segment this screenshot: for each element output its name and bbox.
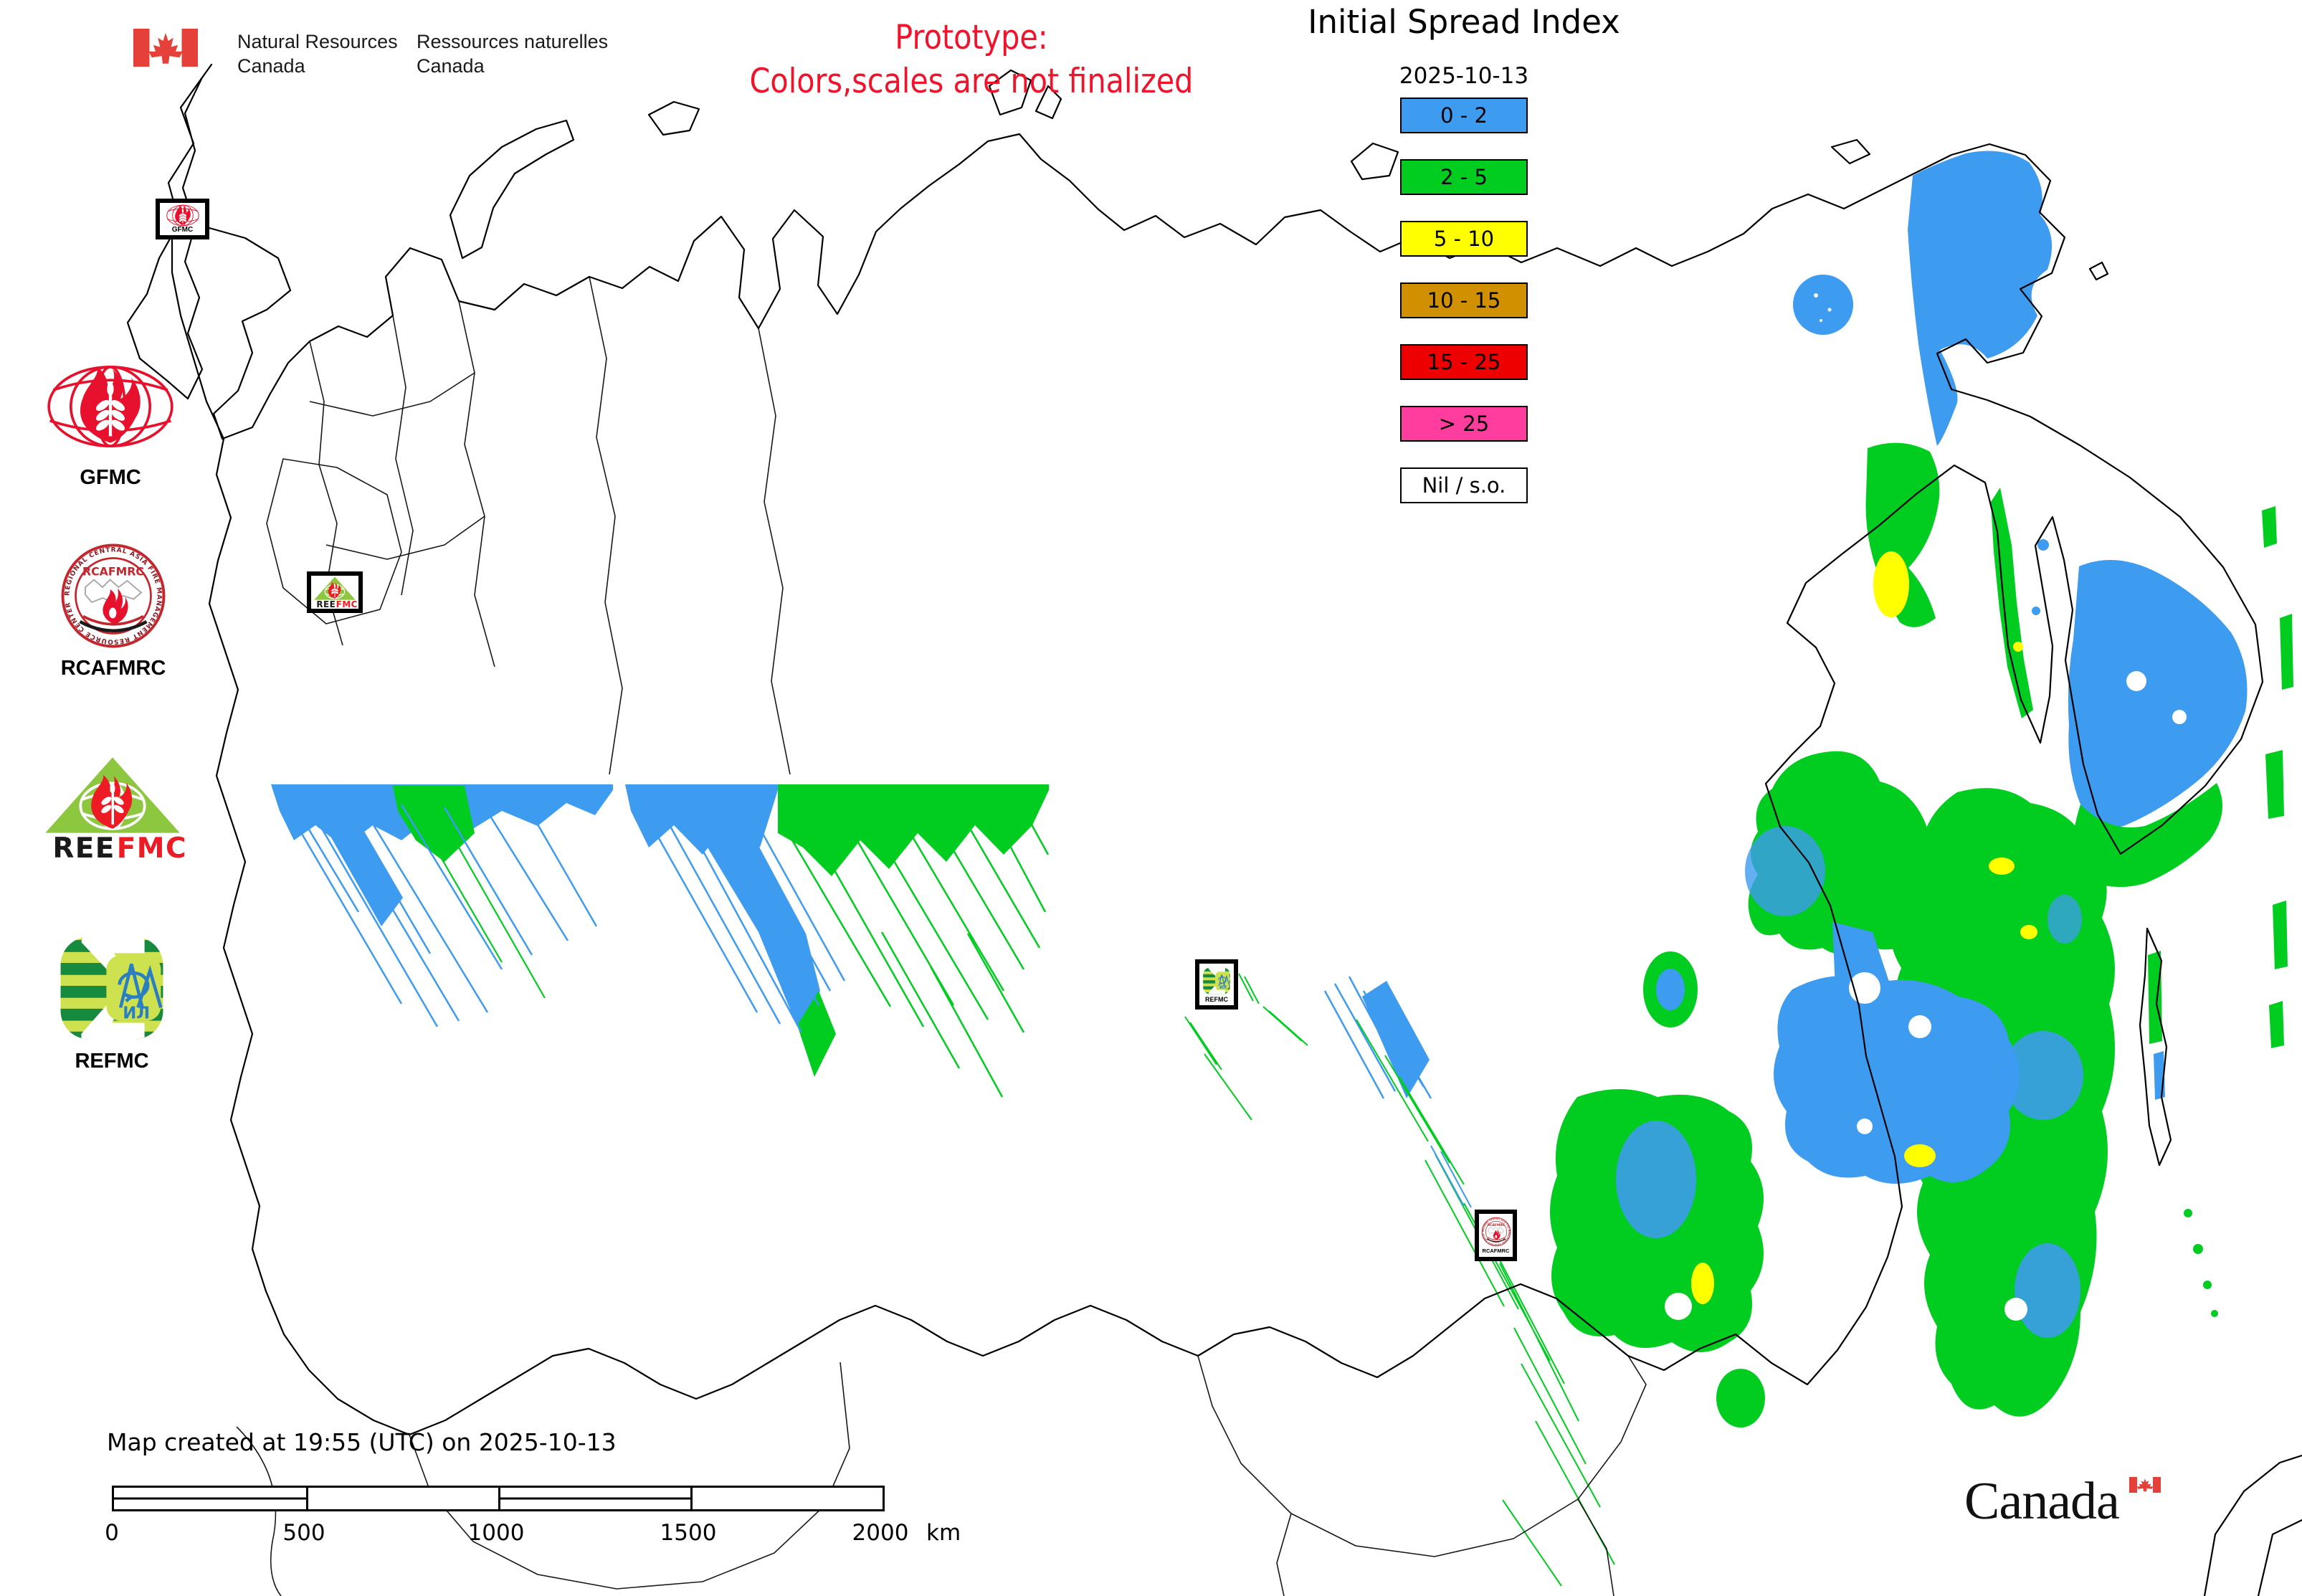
legend-item-10-15: 10 - 15 <box>1400 282 1528 318</box>
prototype-line1: Prototype: <box>895 18 1048 57</box>
refmc-logo-icon <box>57 934 166 1042</box>
gfmc-badge-label: GFMC <box>171 226 194 234</box>
scale-tick-1000: 1000 <box>467 1520 525 1546</box>
prototype-line2: Colors,scales are not finalized <box>749 62 1194 102</box>
reefmc-badge-icon <box>313 576 357 609</box>
reefmc-map-badge <box>307 571 363 613</box>
refmc-logo: REFMC <box>57 934 166 1073</box>
legend-item-0-2: 0 - 2 <box>1400 98 1528 133</box>
nrcan-flag-icon <box>133 29 198 67</box>
legend-label: 10 - 15 <box>1427 288 1501 313</box>
legend-item-5-10: 5 - 10 <box>1400 221 1528 257</box>
map-date: 2025-10-13 <box>1399 63 1529 89</box>
canada-wordmark-flag-icon <box>2129 1477 2161 1493</box>
scale-unit-label: km <box>926 1520 961 1546</box>
refmc-badge-icon <box>1202 966 1231 995</box>
legend-label: 15 - 25 <box>1427 350 1501 374</box>
legend-item-15-25: 15 - 25 <box>1400 344 1528 380</box>
scale-bar-segment <box>306 1488 498 1509</box>
scale-bar-segment <box>690 1488 883 1509</box>
nrcan-en-line1: Natural Resources <box>237 31 398 52</box>
rcafmrc-map-badge: RCAFMRC <box>1475 1210 1517 1261</box>
scale-tick-0: 0 <box>105 1520 119 1546</box>
page-title: Initial Spread Index <box>1308 3 1620 41</box>
refmc-map-badge: REFMC <box>1195 959 1238 1010</box>
coastline-group <box>126 63 2302 1596</box>
canada-wordmark: Canada <box>1964 1471 2194 1550</box>
nrcan-signature-en: Natural Resources Canada <box>237 30 398 79</box>
nrcan-fr-line2: Canada <box>417 54 485 77</box>
scale-bar <box>112 1486 885 1511</box>
legend-label: 5 - 10 <box>1433 227 1495 251</box>
nrcan-en-line2: Canada <box>237 54 305 77</box>
reefmc-logo <box>40 754 185 862</box>
legend-label: 0 - 2 <box>1440 103 1488 128</box>
scale-tick-1500: 1500 <box>660 1520 717 1546</box>
legend-label: Nil / s.o. <box>1422 473 1506 498</box>
gfmc-logo-icon <box>44 354 176 459</box>
scale-bar-segment <box>114 1488 306 1509</box>
gfmc-logo: GFMC <box>44 354 176 490</box>
reefmc-logo-icon <box>40 754 185 862</box>
nrcan-signature-fr: Ressources naturelles Canada <box>417 30 608 79</box>
legend: 0 - 2 2 - 5 5 - 10 10 - 15 15 - 25 > 25 … <box>1400 98 1528 503</box>
legend-item-2-5: 2 - 5 <box>1400 159 1528 195</box>
isi-regions-east-mass <box>1550 751 2115 1428</box>
isi-regions-west-streak-bands <box>271 784 1050 1098</box>
isi-regions-scattered-streaks <box>1184 973 1615 1587</box>
gfmc-map-badge: GFMC <box>156 199 209 239</box>
gfmc-logo-label: GFMC <box>80 466 141 489</box>
rcafmrc-logo-label: RCAFMRC <box>60 657 166 680</box>
rcafmrc-badge-icon <box>1481 1217 1511 1247</box>
refmc-logo-label: REFMC <box>75 1050 149 1073</box>
map-created-text: Map created at 19:55 (UTC) on 2025-10-13 <box>107 1428 617 1456</box>
refmc-badge-label: REFMC <box>1205 995 1228 1003</box>
scale-bar-segment <box>498 1488 690 1509</box>
prototype-warning: Prototype: Colors,scales are not finaliz… <box>688 16 1255 103</box>
gfmc-badge-icon <box>166 204 200 227</box>
scale-tick-2000: 2000 <box>852 1520 909 1546</box>
legend-item-nil: Nil / s.o. <box>1400 467 1528 503</box>
canada-wordmark-text: Canada <box>1964 1472 2120 1531</box>
rcafmrc-logo: RCAFMRC <box>60 542 167 680</box>
scale-tick-500: 500 <box>282 1520 325 1546</box>
rcafmrc-logo-icon <box>60 542 167 650</box>
legend-label: > 25 <box>1438 412 1490 436</box>
legend-label: 2 - 5 <box>1440 165 1488 189</box>
rcafmrc-badge-label: RCAFMRC <box>1482 1248 1510 1255</box>
legend-item-gt-25: > 25 <box>1400 406 1528 442</box>
internal-borders-group <box>236 276 1647 1596</box>
nrcan-fr-line1: Ressources naturelles <box>417 31 609 52</box>
